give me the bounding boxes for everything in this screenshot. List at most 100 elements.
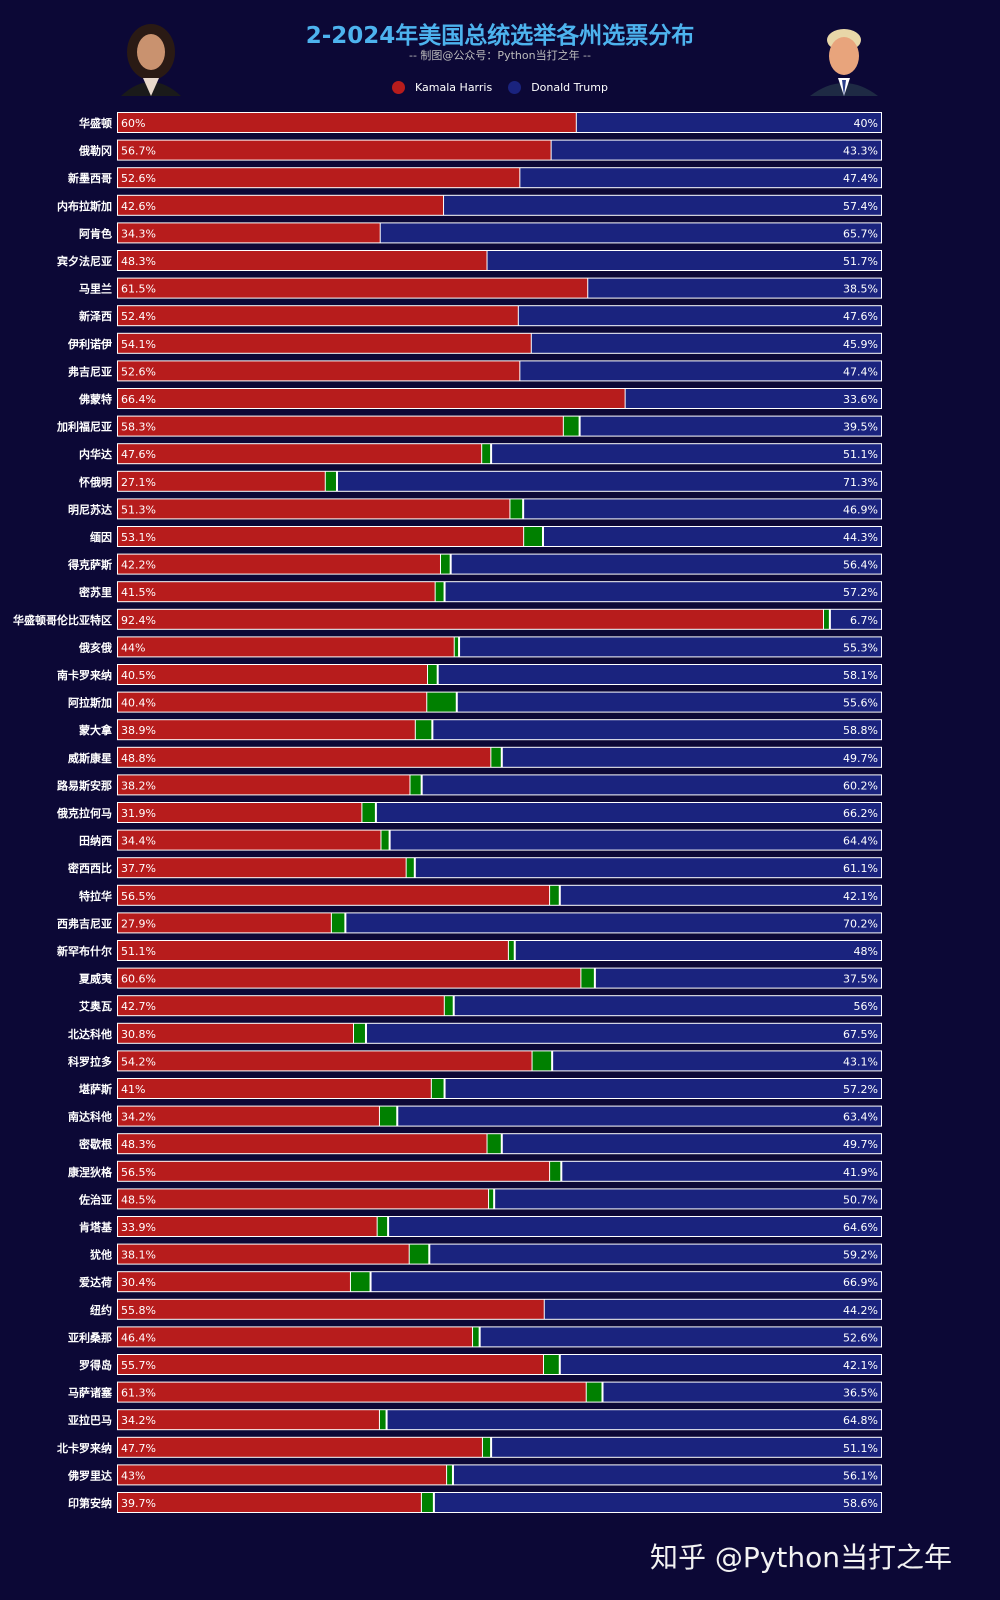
bar-other (447, 1465, 452, 1485)
bar-trump (444, 195, 881, 215)
category-label: 威斯康星 (68, 751, 112, 765)
bar-harris (118, 1355, 543, 1374)
category-label: 阿肯色 (79, 226, 112, 240)
category-label: 艾奥瓦 (79, 999, 112, 1013)
category-label: 夏威夷 (79, 972, 113, 986)
bar-harris (118, 1134, 487, 1154)
legend-item-trump[interactable]: Donald Trump (508, 81, 608, 94)
data-label-trump: 52.6% (843, 1331, 878, 1344)
data-label-trump: 44.2% (843, 1304, 878, 1317)
data-label-harris: 42.7% (121, 1000, 156, 1013)
data-label-trump: 51.7% (843, 255, 878, 268)
data-label-harris: 30.8% (121, 1028, 156, 1041)
category-label: 怀俄明 (79, 475, 112, 489)
bar-other (473, 1327, 479, 1347)
data-label-harris: 47.6% (121, 448, 156, 461)
bar-harris (118, 885, 550, 905)
legend-label-trump: Donald Trump (531, 81, 608, 94)
data-label-harris: 52.4% (121, 310, 156, 323)
data-label-trump: 40% (854, 117, 878, 130)
bar-harris (118, 1051, 532, 1071)
bar-harris (118, 582, 435, 602)
category-label: 俄勒冈 (78, 144, 112, 158)
bar-other (824, 609, 829, 629)
data-label-harris: 34.2% (121, 1111, 156, 1124)
bar-other (550, 885, 559, 905)
bar-harris (118, 803, 362, 822)
category-label: 田纳西 (79, 834, 112, 848)
data-label-trump: 57.2% (843, 586, 878, 599)
bar-other (586, 1382, 602, 1402)
bar-trump (544, 1299, 881, 1319)
bar-harris (118, 306, 518, 326)
data-label-harris: 30.4% (121, 1276, 156, 1289)
bar-trump (603, 1382, 881, 1402)
category-label: 缅因 (90, 530, 112, 544)
data-label-harris: 48.8% (121, 752, 156, 765)
category-label: 北达科他 (68, 1027, 112, 1041)
bar-other (410, 775, 421, 795)
category-label: 佐治亚 (78, 1192, 112, 1206)
data-label-harris: 40.5% (121, 669, 156, 682)
bar-harris (118, 1410, 379, 1430)
bar-harris (118, 361, 520, 381)
category-label: 俄克拉何马 (56, 806, 112, 820)
bar-trump (457, 692, 881, 712)
bar-trump (502, 747, 881, 767)
bar-trump (433, 720, 881, 740)
watermark: 知乎 @Python当打之年 (650, 1541, 952, 1574)
bar-other (482, 1437, 491, 1457)
category-label: 马里兰 (79, 282, 112, 296)
data-label-trump: 58.1% (843, 669, 878, 682)
bar-other (508, 941, 514, 960)
legend-item-harris[interactable]: Kamala Harris (392, 81, 492, 94)
category-label: 纽约 (90, 1303, 112, 1317)
bar-trump (438, 665, 881, 684)
data-label-harris: 31.9% (121, 807, 156, 820)
bar-other (362, 803, 375, 822)
bar-trump (531, 333, 881, 353)
data-label-trump: 36.5% (843, 1387, 878, 1400)
bar-trump (460, 637, 881, 657)
bar-trump (480, 1327, 881, 1347)
bar-other (532, 1051, 552, 1071)
bar-trump (430, 1244, 881, 1264)
bar-trump (454, 996, 881, 1016)
bar-harris (118, 747, 491, 767)
bar-other (489, 1189, 494, 1209)
data-label-trump: 45.9% (843, 338, 878, 351)
bar-other (325, 471, 336, 491)
bar-trump (515, 941, 881, 960)
data-label-trump: 47.4% (843, 365, 878, 378)
bar-other (428, 665, 437, 684)
harris-portrait (113, 18, 189, 96)
data-label-harris: 38.9% (121, 724, 156, 737)
category-label: 佛蒙特 (78, 392, 112, 406)
data-label-harris: 34.3% (121, 227, 156, 240)
bar-other (415, 720, 432, 740)
category-label: 犹他 (90, 1248, 112, 1262)
bar-harris (118, 637, 454, 657)
bar-harris (118, 1299, 544, 1319)
category-label: 密苏里 (79, 585, 112, 599)
category-label: 堪萨斯 (79, 1082, 112, 1096)
category-label: 内布拉斯加 (57, 199, 112, 213)
bar-harris (118, 223, 380, 243)
category-label: 亚拉巴马 (68, 1413, 112, 1427)
data-label-trump: 37.5% (843, 973, 878, 986)
bar-harris (118, 1106, 379, 1126)
data-label-trump: 56.1% (843, 1469, 878, 1482)
data-label-harris: 51.3% (121, 503, 156, 516)
category-label: 俄亥俄 (78, 640, 112, 654)
bar-harris (118, 471, 325, 491)
bar-other (421, 1493, 433, 1512)
data-label-trump: 48% (854, 945, 878, 958)
data-label-trump: 39.5% (843, 421, 878, 434)
data-label-trump: 33.6% (843, 393, 878, 406)
category-label: 南达科他 (68, 1110, 112, 1124)
data-label-trump: 51.1% (843, 1442, 878, 1455)
data-label-trump: 61.1% (843, 862, 878, 875)
bar-trump (580, 416, 881, 436)
bar-harris (118, 140, 551, 160)
data-label-trump: 64.6% (843, 1221, 878, 1234)
